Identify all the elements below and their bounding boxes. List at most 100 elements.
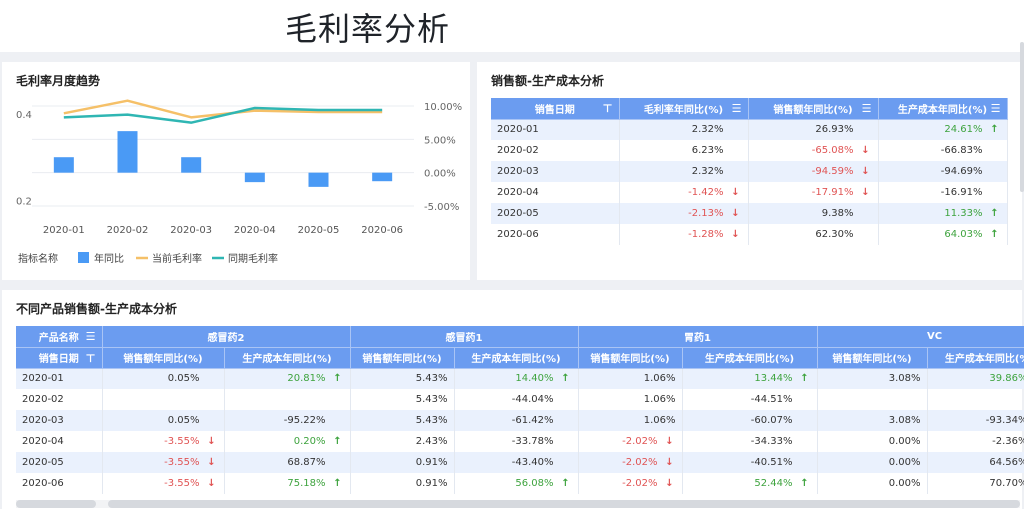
date-cell: 2020-05 — [491, 203, 620, 224]
arrow-down-icon: ↓ — [731, 229, 740, 240]
value-cell: -1.42% ↓ — [619, 182, 749, 203]
value-cell: -93.34% — [927, 410, 1024, 431]
x-tick-label: 2020-03 — [170, 225, 212, 236]
bar-yoy — [244, 172, 265, 183]
date-cell: 2020-04 — [491, 182, 620, 203]
value-cell: -17.91% ↓ — [748, 182, 879, 203]
sales-cost-panel-title: 销售额-生产成本分析 — [491, 74, 604, 88]
x-tick-label: 2020-01 — [43, 225, 85, 236]
date-cell: 2020-03 — [491, 161, 620, 182]
bar-yoy — [181, 157, 202, 173]
value-cell: -66.83% — [878, 140, 1008, 161]
value-cell: 52.44% ↑ — [682, 473, 818, 494]
value-cell: 0.20% ↑ — [224, 431, 351, 452]
date-cell: 2020-05 — [16, 452, 103, 473]
date-cell: 2020-03 — [16, 410, 103, 431]
value-cell: 9.38% — [748, 203, 879, 224]
col-header-margin-yoy[interactable]: 毛利率年同比(%) ☰ — [619, 98, 749, 120]
value-cell: -3.55% ↓ — [102, 452, 225, 473]
scroll-thumb-frozen[interactable] — [16, 500, 96, 508]
value-cell: 0.00% — [817, 473, 928, 494]
chart-panel-title: 毛利率月度趋势 — [16, 74, 101, 88]
value-cell: 2.32% — [619, 119, 749, 140]
product-panel-title: 不同产品销售额-生产成本分析 — [16, 302, 177, 316]
sales-cost-panel: 销售额-生产成本分析 销售日期 ⊤ 毛利率年同比(%) ☰ 销售额年同比(%) ☰ 生… — [477, 62, 1022, 280]
legend-label: 同期毛利率 — [228, 252, 278, 265]
arrow-down-icon: ↓ — [861, 166, 870, 177]
subheader-cost: 生产成本年同比(%) — [454, 347, 579, 369]
date-cell: 2020-04 — [16, 431, 103, 452]
subheader-sales: 销售额年同比(%) — [350, 347, 455, 369]
arrow-down-icon: ↓ — [861, 145, 870, 156]
value-cell: -2.02% ↓ — [578, 431, 683, 452]
col-header-product[interactable]: 产品名称 ☰ — [16, 326, 103, 348]
value-cell: -44.51% — [682, 389, 818, 410]
filter-icon[interactable]: ⊤ — [85, 351, 96, 365]
arrow-up-icon: ↑ — [333, 373, 342, 385]
value-cell: 62.30% — [748, 224, 879, 245]
sort-icon[interactable]: ☰ — [731, 102, 742, 115]
value-cell — [224, 389, 351, 410]
value-cell: -2.36% — [927, 431, 1024, 452]
value-cell: -2.13% ↓ — [619, 203, 749, 224]
arrow-up-icon: ↑ — [333, 436, 342, 447]
value-cell: 70.70% — [927, 473, 1024, 494]
value-cell: 6.23% — [619, 140, 749, 161]
subheader-sales: 销售额年同比(%) — [817, 347, 928, 369]
value-cell: 39.86%↑ — [927, 368, 1024, 389]
value-cell: 64.03% ↑ — [878, 224, 1008, 245]
value-cell: -3.55% ↓ — [102, 431, 225, 452]
filter-icon[interactable]: ⊤ — [602, 102, 613, 115]
value-cell: 5.43% — [350, 368, 455, 389]
subheader-sales: 销售额年同比(%) — [578, 347, 683, 369]
page-title: 毛利率分析 — [285, 10, 451, 48]
value-cell: -61.42% — [454, 410, 579, 431]
horizontal-scrollbar[interactable] — [16, 500, 1020, 508]
legend-label: 年同比 — [94, 252, 124, 265]
bar-yoy — [372, 172, 393, 182]
right-axis-tick-label: 0.00% — [424, 169, 456, 180]
value-cell: 75.18% ↑ — [224, 473, 351, 494]
value-cell: -3.55% ↓ — [102, 473, 225, 494]
subheader-sales: 销售额年同比(%) — [102, 347, 225, 369]
value-cell: -43.40% — [454, 452, 579, 473]
value-cell: 0.91% — [350, 473, 455, 494]
col-header-sales-yoy[interactable]: 销售额年同比(%) ☰ — [748, 98, 879, 120]
table-row: 2020-03 2.32% -94.59% ↓ -94.69% — [491, 161, 1008, 182]
scroll-thumb[interactable] — [108, 500, 1020, 508]
value-cell: 1.06% — [578, 410, 683, 431]
table-row: 2020-03 0.05% -95.22% 5.43% -61.42% 1.06% -60.… — [16, 410, 1024, 431]
value-cell: 56.08% ↑ — [454, 473, 579, 494]
col-header-date[interactable]: 销售日期 ⊤ — [16, 347, 103, 369]
product-header-2: 胃药1 — [578, 326, 818, 348]
value-cell: 64.56% — [927, 452, 1024, 473]
value-cell: 0.00% — [817, 431, 928, 452]
arrow-down-icon: ↓ — [207, 436, 216, 447]
table-row: 2020-01 0.05% 20.81% ↑ 5.43% 14.40% ↑ 1.06% 13.4… — [16, 368, 1024, 389]
subheader-cost: 生产成本年同比(%) — [682, 347, 818, 369]
bar-yoy — [308, 172, 329, 187]
table-row: 2020-06 -1.28% ↓ 62.30% 64.03% ↑ — [491, 224, 1008, 245]
product-table: 产品名称 ☰ 感冒药2 感冒药1 胃药1 VC 销售日期 ⊤ 销售额年同比(%) 生… — [16, 326, 1024, 494]
sales-cost-table: 销售日期 ⊤ 毛利率年同比(%) ☰ 销售额年同比(%) ☰ 生产成本年同比(%) ☰ … — [491, 98, 1008, 245]
value-cell: 68.87% — [224, 452, 351, 473]
value-cell: -65.08% ↓ — [748, 140, 879, 161]
sort-icon[interactable]: ☰ — [990, 102, 1001, 115]
value-cell: 0.05% — [102, 368, 225, 389]
value-cell: 3.08% — [817, 410, 928, 431]
arrow-down-icon: ↓ — [665, 436, 674, 447]
x-tick-label: 2020-02 — [107, 225, 149, 236]
col-header-date[interactable]: 销售日期 ⊤ — [491, 98, 620, 120]
col-header-cost-yoy[interactable]: 生产成本年同比(%) ☰ — [878, 98, 1008, 120]
x-tick-label: 2020-06 — [361, 225, 403, 236]
x-tick-label: 2020-05 — [298, 225, 340, 236]
line-series — [63, 106, 383, 124]
legend-swatch-bar — [78, 252, 89, 263]
product-header-1: 感冒药1 — [350, 326, 579, 348]
arrow-down-icon: ↓ — [207, 457, 216, 468]
sort-icon[interactable]: ☰ — [85, 330, 96, 343]
vertical-scrollbar[interactable] — [1020, 42, 1024, 192]
table-row: 2020-02 5.43% -44.04% 1.06% -44.51% — [16, 389, 1024, 410]
sort-icon[interactable]: ☰ — [861, 102, 872, 115]
arrow-down-icon: ↓ — [861, 187, 870, 198]
